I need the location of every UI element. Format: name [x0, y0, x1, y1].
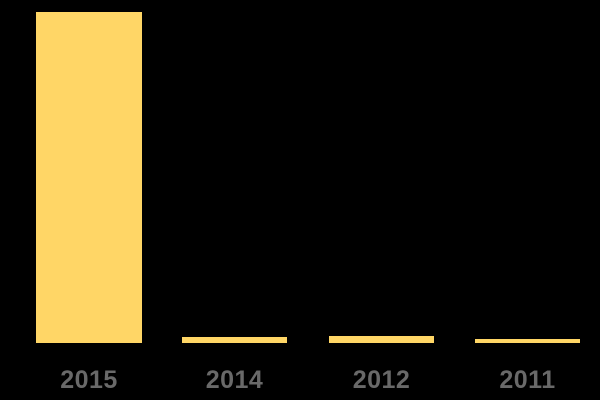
x-tick-label-2012: 2012 — [352, 366, 411, 394]
x-tick-label-2011: 2011 — [499, 366, 556, 394]
bar-2011[interactable] — [475, 339, 580, 343]
bar-2014[interactable] — [182, 337, 287, 343]
x-tick-label-2014: 2014 — [205, 366, 264, 394]
bar-2012[interactable] — [329, 336, 434, 343]
x-tick-label-2015: 2015 — [60, 366, 118, 394]
bar-2015[interactable] — [36, 12, 142, 343]
